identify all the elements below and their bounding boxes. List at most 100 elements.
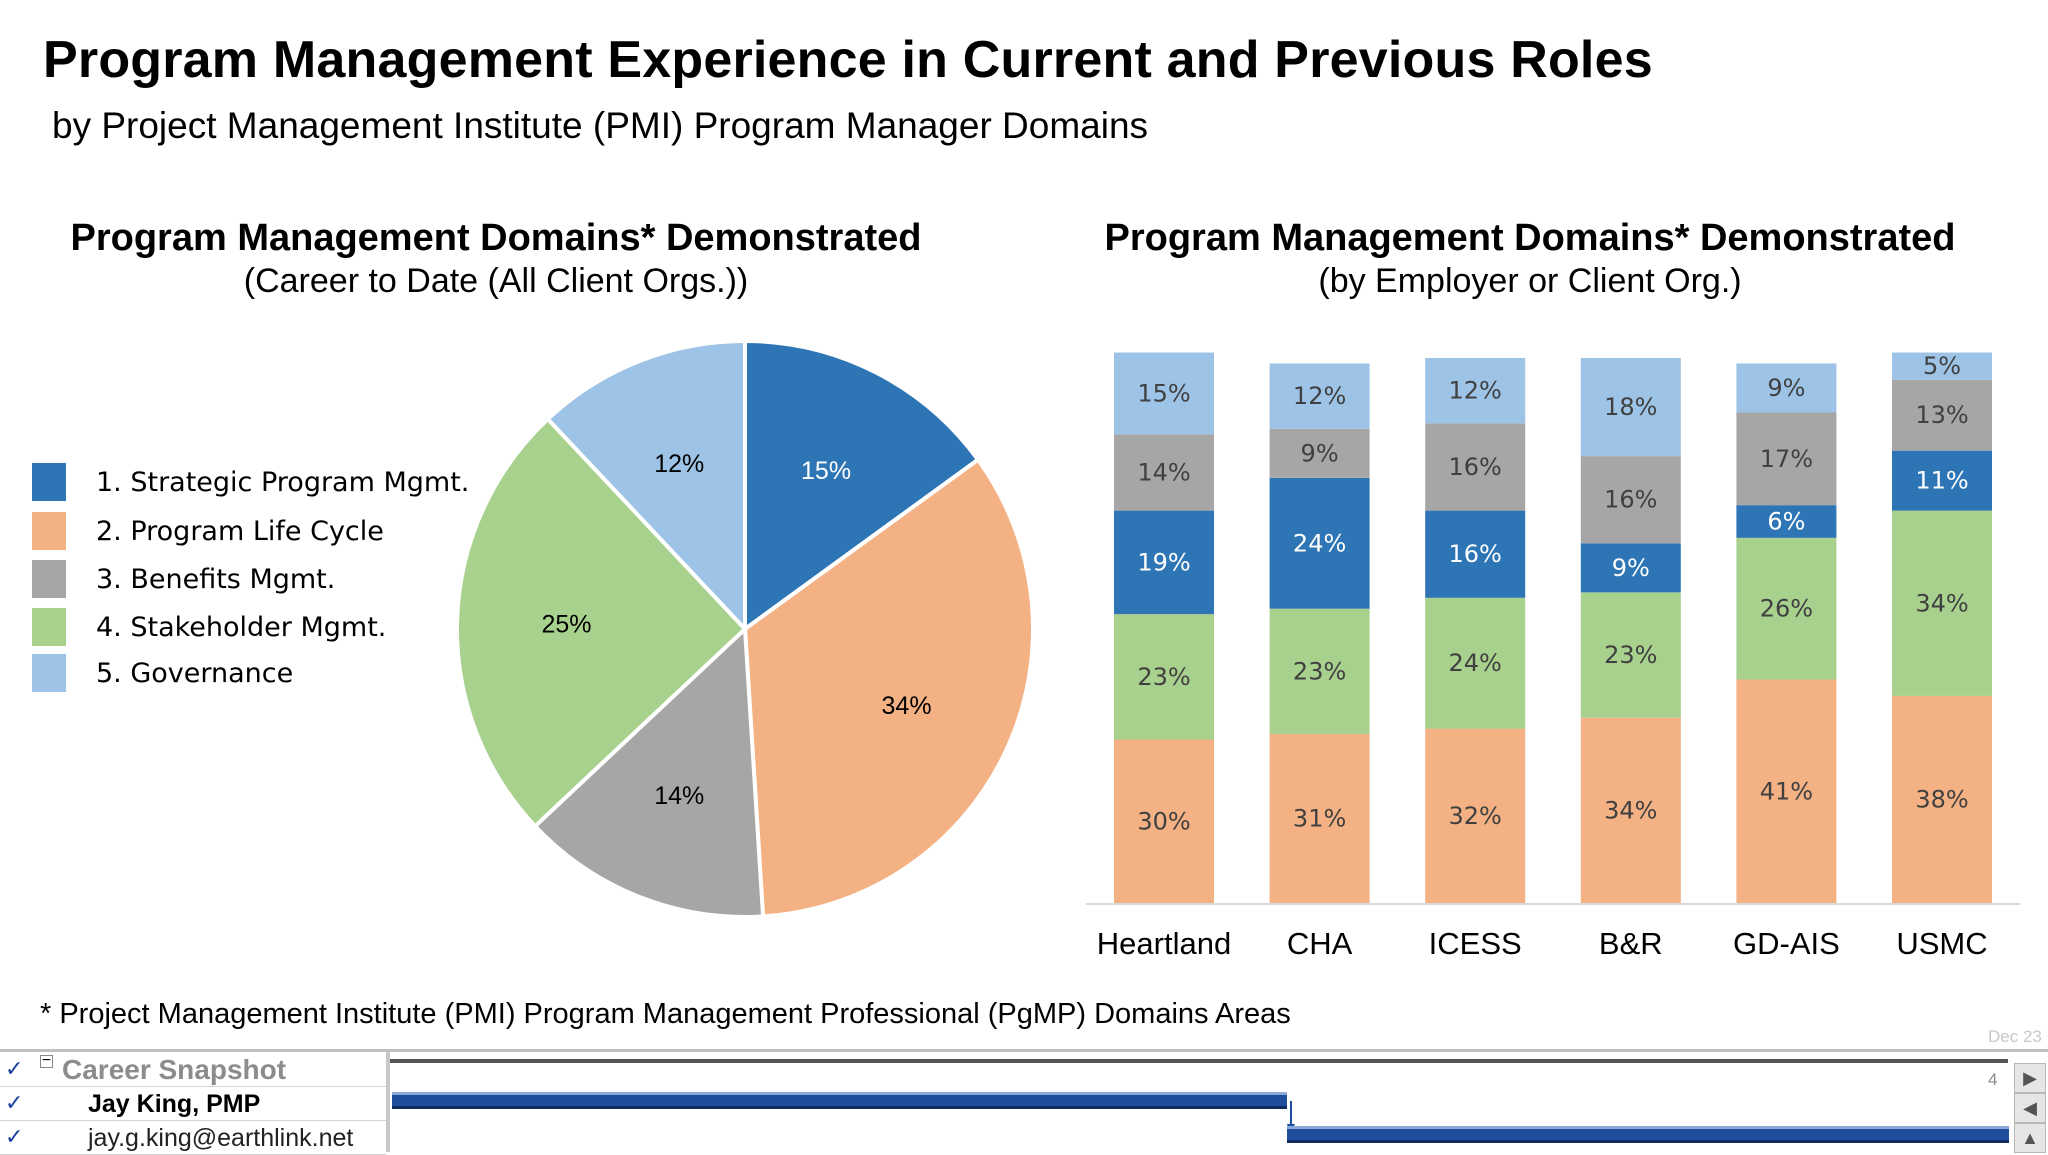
gantt-splitter[interactable] (386, 1052, 390, 1152)
bar-segment (1892, 379, 1992, 451)
legend-item-life-cycle: 2. Program Life Cycle (32, 511, 384, 551)
check-icon: ✓ (5, 1090, 24, 1115)
date-stamp: Dec 23 (1988, 1027, 2042, 1046)
legend-item-strategic: 1. Strategic Program Mgmt. (32, 462, 469, 502)
footnote: * Project Management Institute (PMI) Pro… (40, 998, 1291, 1030)
bar-segment (1892, 352, 1992, 380)
bar-segment (1425, 510, 1526, 598)
bar-segment (1892, 510, 1992, 696)
pie-slice (545, 338, 747, 635)
bar-segment (1425, 597, 1526, 729)
task-row-career-snapshot[interactable]: ✓ − Career Snapshot (0, 1053, 386, 1087)
bar-segment (1269, 428, 1370, 478)
legend-item-stakeholder: 4. Stakeholder Mgmt. (32, 607, 386, 647)
x-tick-label: ICESS (1429, 926, 1522, 961)
pie-slice-label: 34% (882, 692, 932, 720)
bar-data-label: 24% (1449, 649, 1502, 677)
pie-chart-title: Program Management Domains* Demonstrated (70, 217, 922, 259)
bar-chart-subtitle: (by Employer or Client Org.) (1318, 262, 1742, 300)
bar-segment (1114, 614, 1214, 740)
x-tick-label: USMC (1896, 926, 1987, 961)
bar-data-label: 12% (1449, 377, 1502, 405)
page-number: 4 (1988, 1070, 1998, 1089)
bar-segment (1580, 456, 1681, 544)
bar-data-label: 13% (1915, 401, 1968, 429)
check-icon: ✓ (5, 1056, 24, 1081)
prev-page-button[interactable]: ◀ (2014, 1093, 2046, 1123)
pie-slice-label: 14% (654, 782, 704, 810)
x-tick-label: CHA (1287, 926, 1353, 961)
bar-data-label: 14% (1137, 458, 1190, 486)
summary-bar (390, 1059, 2008, 1063)
task-name: Career Snapshot (62, 1054, 287, 1085)
pie-slice-label: 25% (542, 610, 592, 638)
bar-segment (1580, 592, 1681, 718)
pie-slice (743, 338, 981, 633)
bar-data-label: 15% (1137, 379, 1190, 407)
legend-swatch (32, 608, 66, 646)
bar-segment (1580, 358, 1681, 457)
x-tick-label: GD-AIS (1733, 926, 1840, 961)
bar-data-label: 41% (1760, 777, 1813, 805)
bar-segment (1114, 739, 1214, 903)
dependency-line (1290, 1101, 1292, 1124)
bar-data-label: 31% (1293, 805, 1346, 833)
bar-segment (1114, 352, 1214, 435)
legend-swatch (32, 560, 66, 598)
legend-label: 3. Benefits Mgmt. (96, 563, 336, 595)
bar-data-label: 24% (1293, 529, 1346, 557)
legend-swatch (32, 463, 66, 501)
task-bar[interactable] (1287, 1126, 2009, 1143)
bar-data-label: 16% (1449, 453, 1502, 481)
legend-label: 2. Program Life Cycle (96, 515, 384, 547)
bar-chart-title: Program Management Domains* Demonstrated (1104, 217, 1956, 259)
bar-data-label: 9% (1301, 439, 1339, 467)
bar-data-label: 34% (1915, 589, 1968, 617)
x-tick-label: Heartland (1097, 926, 1231, 961)
bar-segment (1425, 728, 1526, 903)
check-icon: ✓ (5, 1124, 24, 1149)
pie-slice-label: 12% (654, 450, 704, 478)
page-title: Program Management Experience in Current… (43, 31, 1653, 89)
bar-data-label: 16% (1604, 486, 1657, 514)
pie-slice-label: 15% (801, 457, 851, 485)
gantt-strip: ✓ − Career Snapshot ✓ Jay King, PMP ✓ ja… (0, 1049, 2048, 1155)
bar-segment (1269, 477, 1370, 609)
scroll-up-button[interactable]: ▲ (2014, 1123, 2046, 1153)
bar-data-label: 16% (1449, 540, 1502, 568)
next-page-button[interactable]: ▶ (2014, 1063, 2046, 1093)
bar-segment (1580, 717, 1681, 903)
bar-segment (1114, 434, 1214, 511)
bar-segment (1736, 363, 1837, 413)
task-row-email[interactable]: ✓ jay.g.king@earthlink.net (0, 1121, 386, 1155)
x-tick-label: B&R (1599, 926, 1663, 961)
bar-segment (1892, 450, 1992, 511)
pie-slice (455, 416, 748, 829)
pie-slice (532, 624, 766, 919)
bar-segment (1580, 543, 1681, 593)
bar-segment (1114, 510, 1214, 615)
pie-chart-subtitle: (Career to Date (All Client Orgs.)) (243, 262, 749, 300)
bar-data-label: 11% (1915, 467, 1968, 495)
bar-data-label: 32% (1449, 802, 1502, 830)
task-bar[interactable] (392, 1092, 1287, 1109)
bar-data-label: 19% (1137, 548, 1190, 576)
gantt-top-border (0, 1049, 2048, 1052)
legend-item-governance: 5. Governance (32, 653, 293, 693)
bar-segment (1269, 363, 1370, 429)
collapse-icon[interactable]: − (40, 1052, 53, 1069)
bar-segment (1425, 423, 1526, 511)
bar-segment (1736, 537, 1837, 680)
bar-data-label: 23% (1604, 641, 1657, 669)
bar-segment (1736, 505, 1837, 538)
legend-label: 4. Stakeholder Mgmt. (96, 611, 387, 643)
bar-data-label: 34% (1604, 796, 1657, 824)
bar-data-label: 23% (1137, 663, 1190, 691)
bar-data-label: 26% (1760, 595, 1813, 623)
bar-data-label: 12% (1293, 382, 1346, 410)
bar-segment (1425, 358, 1526, 424)
legend-item-benefits: 3. Benefits Mgmt. (32, 559, 335, 599)
task-row-name[interactable]: ✓ Jay King, PMP (0, 1087, 386, 1121)
bar-data-label: 5% (1923, 352, 1961, 380)
legend-swatch (32, 512, 66, 550)
